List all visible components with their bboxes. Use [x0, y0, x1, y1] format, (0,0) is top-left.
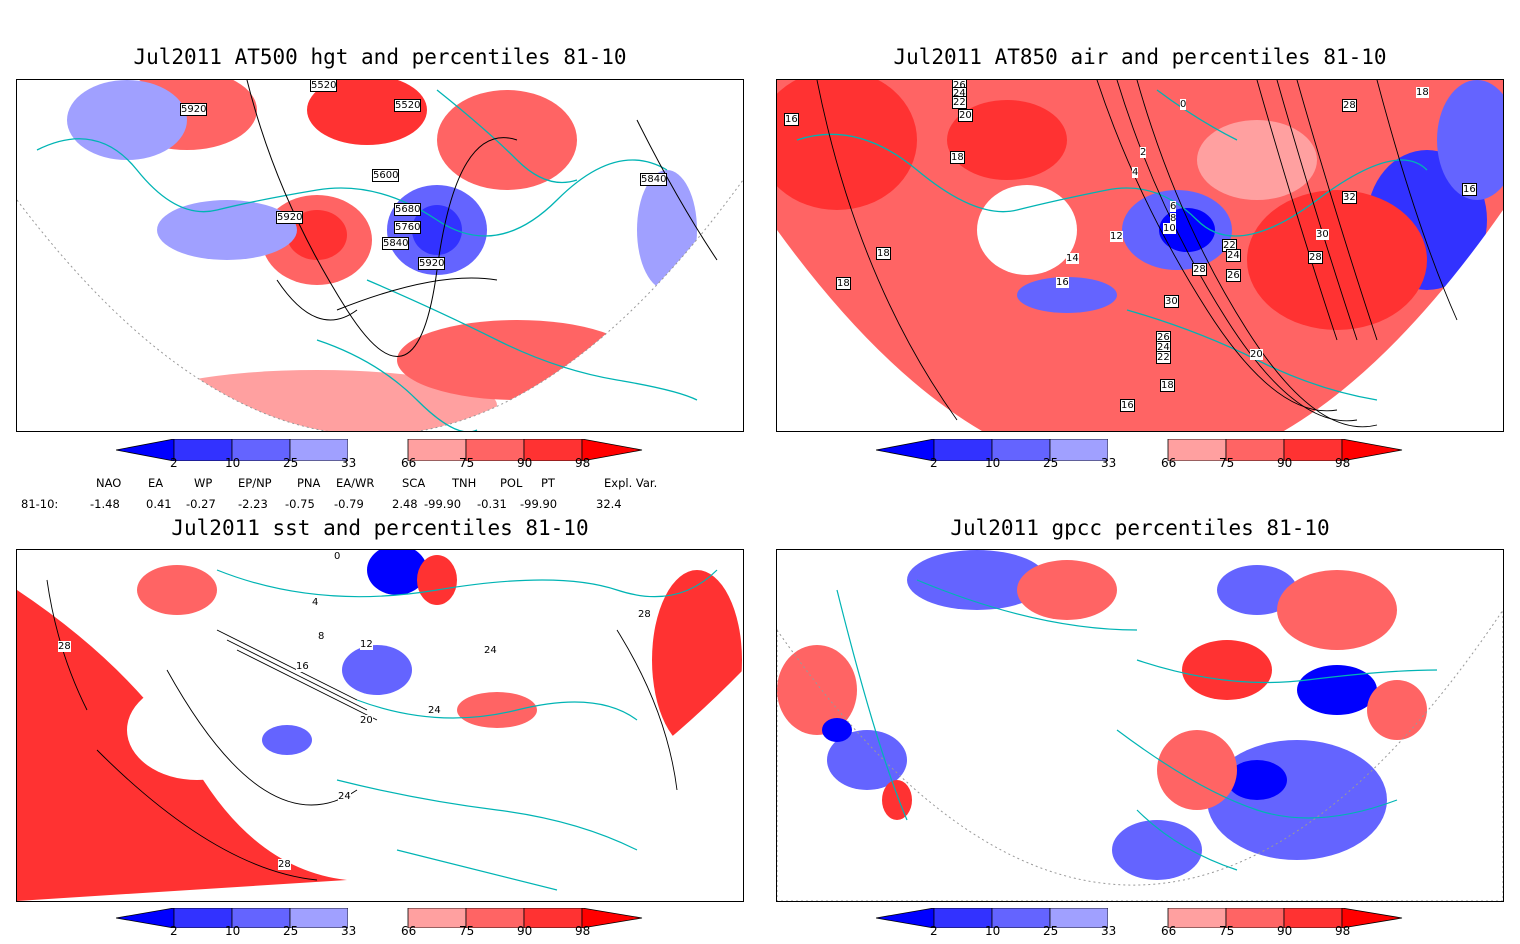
index-header: Expl. Var. [604, 476, 658, 490]
colorbar-label: 33 [1101, 924, 1117, 938]
map-air850-graphic [777, 80, 1503, 431]
colorbar-label: 90 [1277, 456, 1293, 470]
index-header: EA [148, 476, 164, 490]
colorbar-label: 10 [985, 456, 1001, 470]
panel-title-hgt500: Jul2011 AT500 hgt and percentiles 81-10 [133, 45, 627, 69]
colorbar-label: 33 [341, 456, 357, 470]
map-sst-graphic [17, 550, 743, 901]
colorbar-bottom-right-graphic [875, 907, 1403, 929]
colorbar-label: 66 [401, 456, 417, 470]
index-value: -0.31 [477, 497, 507, 511]
index-row-label: 81-10: [21, 497, 59, 511]
indices-value-row: 81-10: -1.48 0.41 -0.27 -2.23 -0.75 -0.7… [0, 497, 760, 513]
colorbar-label: 33 [341, 924, 357, 938]
colorbar-label: 2 [170, 456, 178, 470]
colorbar-label: 75 [1219, 924, 1235, 938]
colorbar-bottom-left-graphic [115, 907, 643, 929]
colorbar-label: 2 [930, 456, 938, 470]
colorbar-label: 66 [1161, 456, 1177, 470]
colorbar-label: 75 [459, 456, 475, 470]
colorbar-top-left: 2 10 25 33 66 75 90 98 [115, 438, 646, 475]
index-value: -99.90 [520, 497, 558, 511]
colorbar-bottom-right: 2 10 25 33 66 75 90 98 [875, 907, 1406, 944]
colorbar-label: 10 [225, 924, 241, 938]
colorbar-label: 25 [1043, 924, 1059, 938]
colorbar-label: 2 [930, 924, 938, 938]
colorbar-top-right-graphic [875, 438, 1403, 462]
colorbar-label: 10 [985, 924, 1001, 938]
panel-title-air850: Jul2011 AT850 air and percentiles 81-10 [893, 45, 1387, 69]
map-gpcc [776, 549, 1504, 902]
index-value: 32.4 [596, 497, 622, 511]
indices-header-row: NAO EA WP EP/NP PNA EA/WR SCA TNH POL PT… [0, 476, 760, 492]
index-header: EA/WR [336, 476, 375, 490]
index-value: -0.79 [334, 497, 364, 511]
map-hgt500-graphic [17, 80, 743, 431]
colorbar-label: 90 [517, 456, 533, 470]
index-header: POL [500, 476, 523, 490]
colorbar-top-left-graphic [115, 438, 643, 462]
colorbar-label: 75 [459, 924, 475, 938]
index-header: WP [194, 476, 213, 490]
index-value: 0.41 [146, 497, 172, 511]
colorbar-label: 90 [1277, 924, 1293, 938]
index-header: NAO [96, 476, 122, 490]
index-header: EP/NP [238, 476, 272, 490]
colorbar-label: 98 [575, 924, 591, 938]
panel-title-gpcc: Jul2011 gpcc percentiles 81-10 [950, 516, 1330, 540]
colorbar-bottom-left: 2 10 25 33 66 75 90 98 [115, 907, 646, 944]
index-value: -0.27 [186, 497, 216, 511]
map-gpcc-graphic [777, 550, 1503, 901]
colorbar-label: 2 [170, 924, 178, 938]
index-header: PNA [297, 476, 321, 490]
colorbar-label: 98 [1335, 924, 1351, 938]
colorbar-label: 25 [283, 456, 299, 470]
index-value: -99.90 [424, 497, 462, 511]
index-value: -1.48 [90, 497, 120, 511]
index-header: TNH [452, 476, 477, 490]
map-sst [16, 549, 744, 902]
index-header: SCA [402, 476, 426, 490]
colorbar-label: 98 [575, 456, 591, 470]
colorbar-label: 98 [1335, 456, 1351, 470]
colorbar-label: 33 [1101, 456, 1117, 470]
index-value: -0.75 [285, 497, 315, 511]
colorbar-label: 75 [1219, 456, 1235, 470]
colorbar-top-right: 2 10 25 33 66 75 90 98 [875, 438, 1406, 475]
colorbar-label: 90 [517, 924, 533, 938]
map-hgt500 [16, 79, 744, 432]
index-header: PT [541, 476, 555, 490]
panel-title-sst: Jul2011 sst and percentiles 81-10 [171, 516, 589, 540]
index-value: 2.48 [392, 497, 418, 511]
colorbar-label: 66 [401, 924, 417, 938]
colorbar-label: 10 [225, 456, 241, 470]
colorbar-label: 66 [1161, 924, 1177, 938]
index-value: -2.23 [238, 497, 268, 511]
colorbar-label: 25 [1043, 456, 1059, 470]
map-air850 [776, 79, 1504, 432]
colorbar-label: 25 [283, 924, 299, 938]
